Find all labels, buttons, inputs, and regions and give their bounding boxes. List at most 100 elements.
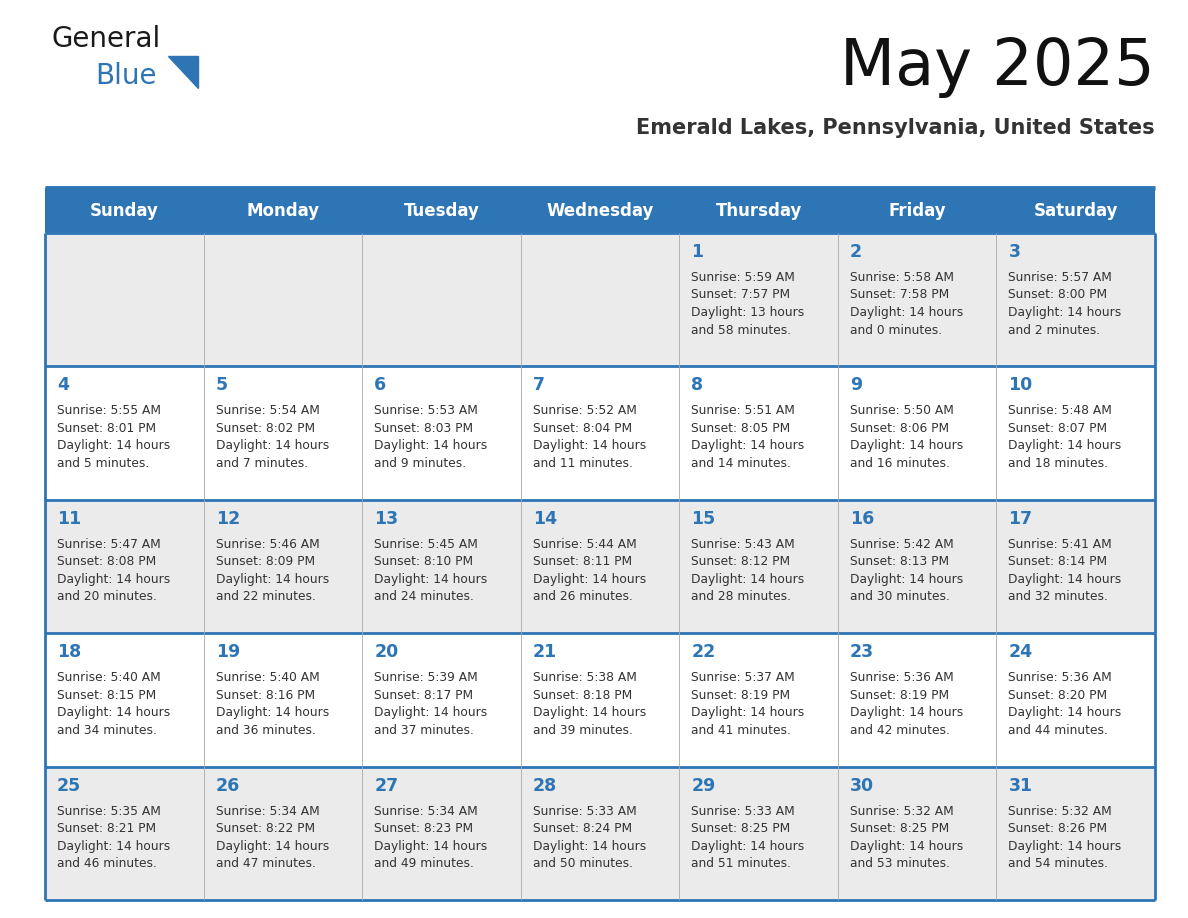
Text: 23: 23 <box>849 644 874 661</box>
Text: Sunrise: 5:57 AM: Sunrise: 5:57 AM <box>1009 271 1112 284</box>
Text: Daylight: 14 hours: Daylight: 14 hours <box>849 840 963 853</box>
Text: and 47 minutes.: and 47 minutes. <box>215 857 316 870</box>
Text: Sunset: 8:08 PM: Sunset: 8:08 PM <box>57 555 157 568</box>
Bar <box>45 233 203 366</box>
Text: Sunrise: 5:48 AM: Sunrise: 5:48 AM <box>1009 405 1112 418</box>
Text: Sunrise: 5:40 AM: Sunrise: 5:40 AM <box>215 671 320 684</box>
Text: Daylight: 14 hours: Daylight: 14 hours <box>57 440 170 453</box>
Text: Sunset: 8:00 PM: Sunset: 8:00 PM <box>1009 288 1107 301</box>
Text: Sunrise: 5:46 AM: Sunrise: 5:46 AM <box>215 538 320 551</box>
Text: Daylight: 14 hours: Daylight: 14 hours <box>1009 573 1121 586</box>
Text: and 53 minutes.: and 53 minutes. <box>849 857 950 870</box>
Text: Sunset: 8:22 PM: Sunset: 8:22 PM <box>215 823 315 835</box>
Text: 8: 8 <box>691 376 703 395</box>
Text: Daylight: 14 hours: Daylight: 14 hours <box>532 840 646 853</box>
Text: 7: 7 <box>532 376 545 395</box>
Text: Daylight: 14 hours: Daylight: 14 hours <box>532 573 646 586</box>
Bar <box>203 633 362 767</box>
Bar <box>680 233 838 366</box>
Text: and 0 minutes.: and 0 minutes. <box>849 323 942 337</box>
Text: Sunset: 8:24 PM: Sunset: 8:24 PM <box>532 823 632 835</box>
Text: 17: 17 <box>1009 509 1032 528</box>
Text: 14: 14 <box>532 509 557 528</box>
Text: Sunrise: 5:55 AM: Sunrise: 5:55 AM <box>57 405 162 418</box>
Text: and 36 minutes.: and 36 minutes. <box>215 723 316 737</box>
Text: and 34 minutes.: and 34 minutes. <box>57 723 157 737</box>
Text: and 32 minutes.: and 32 minutes. <box>1009 590 1108 603</box>
Text: Daylight: 14 hours: Daylight: 14 hours <box>532 440 646 453</box>
Text: and 46 minutes.: and 46 minutes. <box>57 857 157 870</box>
Text: and 9 minutes.: and 9 minutes. <box>374 457 466 470</box>
Bar <box>362 366 520 499</box>
Text: and 20 minutes.: and 20 minutes. <box>57 590 157 603</box>
Text: Daylight: 14 hours: Daylight: 14 hours <box>1009 840 1121 853</box>
Text: Sunrise: 5:36 AM: Sunrise: 5:36 AM <box>849 671 954 684</box>
Text: Sunset: 8:09 PM: Sunset: 8:09 PM <box>215 555 315 568</box>
Text: 2: 2 <box>849 243 862 261</box>
Text: Thursday: Thursday <box>715 201 802 219</box>
Text: Daylight: 14 hours: Daylight: 14 hours <box>691 573 804 586</box>
Text: Sunset: 8:06 PM: Sunset: 8:06 PM <box>849 422 949 435</box>
Text: 22: 22 <box>691 644 715 661</box>
Bar <box>520 499 680 633</box>
Text: Sunrise: 5:34 AM: Sunrise: 5:34 AM <box>215 804 320 818</box>
Bar <box>997 188 1155 233</box>
Text: Sunrise: 5:32 AM: Sunrise: 5:32 AM <box>849 804 954 818</box>
Text: Daylight: 14 hours: Daylight: 14 hours <box>57 840 170 853</box>
Bar <box>997 499 1155 633</box>
Text: Daylight: 14 hours: Daylight: 14 hours <box>1009 306 1121 319</box>
Text: Sunset: 8:13 PM: Sunset: 8:13 PM <box>849 555 949 568</box>
Text: Sunrise: 5:38 AM: Sunrise: 5:38 AM <box>532 671 637 684</box>
Text: 19: 19 <box>215 644 240 661</box>
Text: Sunrise: 5:47 AM: Sunrise: 5:47 AM <box>57 538 160 551</box>
Text: Sunset: 8:23 PM: Sunset: 8:23 PM <box>374 823 473 835</box>
Text: Sunset: 8:12 PM: Sunset: 8:12 PM <box>691 555 790 568</box>
Text: Sunrise: 5:41 AM: Sunrise: 5:41 AM <box>1009 538 1112 551</box>
Bar <box>838 233 997 366</box>
Text: Daylight: 14 hours: Daylight: 14 hours <box>215 440 329 453</box>
Text: 15: 15 <box>691 509 715 528</box>
Text: Daylight: 14 hours: Daylight: 14 hours <box>691 706 804 719</box>
Text: 25: 25 <box>57 777 81 795</box>
Text: and 28 minutes.: and 28 minutes. <box>691 590 791 603</box>
Text: Sunset: 8:16 PM: Sunset: 8:16 PM <box>215 688 315 701</box>
Text: and 14 minutes.: and 14 minutes. <box>691 457 791 470</box>
Bar <box>680 366 838 499</box>
Bar <box>838 633 997 767</box>
Text: 12: 12 <box>215 509 240 528</box>
Text: 29: 29 <box>691 777 715 795</box>
Bar <box>362 233 520 366</box>
Text: General: General <box>52 25 162 53</box>
Text: 28: 28 <box>532 777 557 795</box>
Text: 13: 13 <box>374 509 398 528</box>
Text: Sunset: 8:01 PM: Sunset: 8:01 PM <box>57 422 156 435</box>
Bar <box>520 767 680 900</box>
Text: 9: 9 <box>849 376 862 395</box>
Text: and 22 minutes.: and 22 minutes. <box>215 590 316 603</box>
Text: and 24 minutes.: and 24 minutes. <box>374 590 474 603</box>
Text: Daylight: 14 hours: Daylight: 14 hours <box>691 440 804 453</box>
Bar <box>997 633 1155 767</box>
Text: 27: 27 <box>374 777 398 795</box>
Text: Daylight: 14 hours: Daylight: 14 hours <box>849 706 963 719</box>
Text: Daylight: 14 hours: Daylight: 14 hours <box>849 573 963 586</box>
Text: 16: 16 <box>849 509 874 528</box>
Text: and 58 minutes.: and 58 minutes. <box>691 323 791 337</box>
Text: 20: 20 <box>374 644 398 661</box>
Text: Sunrise: 5:51 AM: Sunrise: 5:51 AM <box>691 405 795 418</box>
Text: Sunset: 8:21 PM: Sunset: 8:21 PM <box>57 823 156 835</box>
Text: Sunrise: 5:43 AM: Sunrise: 5:43 AM <box>691 538 795 551</box>
Text: and 39 minutes.: and 39 minutes. <box>532 723 632 737</box>
Text: Sunset: 8:20 PM: Sunset: 8:20 PM <box>1009 688 1107 701</box>
Text: Sunset: 8:02 PM: Sunset: 8:02 PM <box>215 422 315 435</box>
Bar <box>362 633 520 767</box>
Text: Sunset: 8:11 PM: Sunset: 8:11 PM <box>532 555 632 568</box>
Text: Sunset: 8:15 PM: Sunset: 8:15 PM <box>57 688 157 701</box>
Text: Sunset: 8:19 PM: Sunset: 8:19 PM <box>849 688 949 701</box>
Text: Sunset: 8:05 PM: Sunset: 8:05 PM <box>691 422 790 435</box>
Text: Sunset: 8:04 PM: Sunset: 8:04 PM <box>532 422 632 435</box>
Text: 10: 10 <box>1009 376 1032 395</box>
Text: Sunset: 8:25 PM: Sunset: 8:25 PM <box>691 823 790 835</box>
Text: Sunrise: 5:33 AM: Sunrise: 5:33 AM <box>691 804 795 818</box>
Text: 4: 4 <box>57 376 69 395</box>
